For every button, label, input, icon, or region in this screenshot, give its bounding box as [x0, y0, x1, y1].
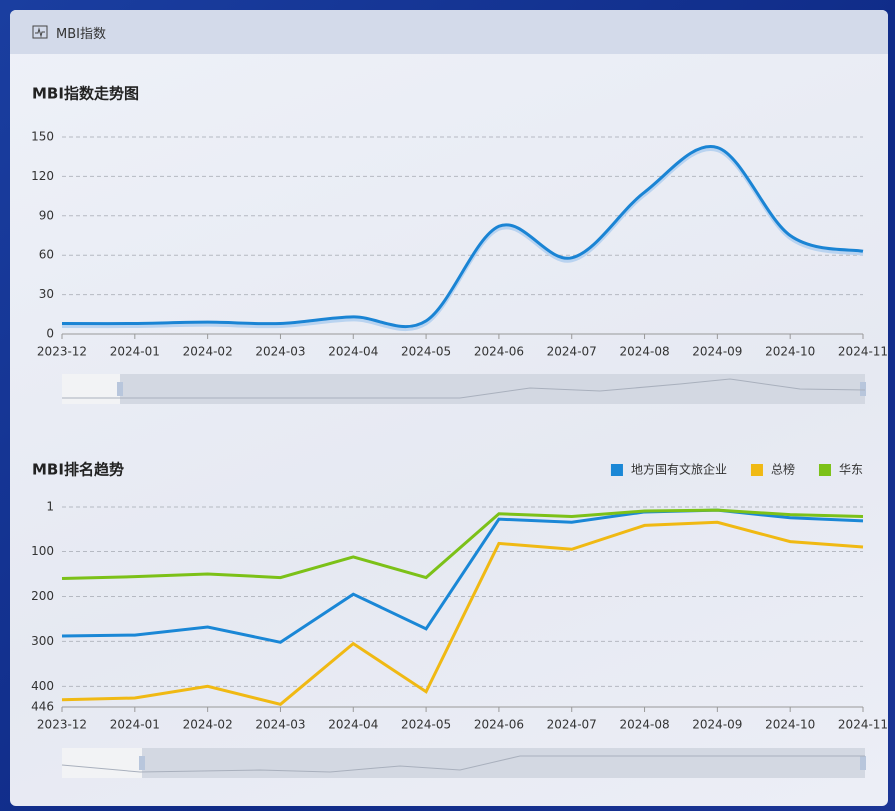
x-tick-label: 2024-03 [255, 718, 305, 732]
chart-title: MBI指数走势图 [32, 85, 139, 103]
legend-label: 总榜 [771, 462, 795, 477]
panel-header: MBI指数 [10, 10, 888, 54]
y-tick-label: 0 [46, 327, 54, 341]
x-tick-label: 2024-02 [183, 718, 233, 732]
x-tick-label: 2024-09 [692, 345, 742, 359]
zoom-handle[interactable] [117, 382, 123, 396]
x-tick-label: 2024-10 [765, 345, 815, 359]
x-tick-label: 2023-12 [37, 345, 87, 359]
chart-title: MBI排名趋势 [32, 461, 124, 479]
x-tick-label: 2024-03 [255, 345, 305, 359]
x-tick-label: 2024-01 [110, 345, 160, 359]
y-tick-label: 200 [31, 589, 54, 603]
y-tick-label: 300 [31, 634, 54, 648]
zoom-slider [62, 374, 865, 404]
y-tick-label: 90 [39, 208, 54, 222]
y-tick-label: 1 [46, 500, 54, 514]
x-tick-label: 2024-01 [110, 718, 160, 732]
x-tick-label: 2024-07 [547, 718, 597, 732]
zoom-preview [62, 378, 866, 399]
zoom-handle[interactable] [860, 756, 866, 770]
legend-label: 地方国有文旅企业 [631, 462, 727, 477]
line [61, 145, 864, 329]
x-tick-label: 2024-04 [328, 345, 378, 359]
panel-title: MBI指数 [56, 26, 106, 42]
y-tick-label: 400 [31, 679, 54, 693]
x-tick-label: 2024-09 [692, 718, 742, 732]
x-tick-label: 2024-06 [474, 345, 524, 359]
x-tick-label: 2024-04 [328, 718, 378, 732]
y-tick-label: 150 [31, 130, 54, 144]
legend-label: 华东 [839, 463, 863, 477]
zoom-handle[interactable] [139, 756, 145, 770]
x-tick-label: 2024-10 [765, 718, 815, 732]
panel: MBI指数 [10, 10, 888, 806]
x-tick-label: 2024-05 [401, 345, 451, 359]
line-shadow [61, 148, 864, 332]
y-tick-label: 30 [39, 287, 54, 301]
legend-swatch [750, 464, 763, 476]
x-tick-label: 2024-11 [838, 345, 888, 359]
icon [32, 25, 48, 39]
y-tick-label: 120 [31, 169, 54, 183]
y-tick-label: 100 [31, 544, 54, 558]
x-tick-label: 2023-12 [37, 718, 87, 732]
line [61, 520, 864, 706]
zoom-slider [62, 748, 865, 778]
line [61, 508, 864, 580]
zoom-handle[interactable] [860, 382, 866, 396]
x-tick-label: 2024-08 [619, 345, 669, 359]
zoom-preview [61, 755, 865, 773]
x-tick-label: 2024-06 [474, 718, 524, 732]
x-tick-label: 2024-08 [619, 718, 669, 732]
zoom-unselected [62, 748, 142, 778]
x-tick-label: 2024-02 [183, 345, 233, 359]
zoom-unselected [62, 374, 120, 404]
legend-swatch [818, 464, 831, 476]
y-tick-label: 446 [31, 700, 54, 714]
y-tick-label: 60 [39, 248, 54, 262]
legend-swatch [610, 464, 623, 476]
x-tick-label: 2024-05 [401, 718, 451, 732]
x-tick-label: 2024-07 [547, 345, 597, 359]
x-tick-label: 2024-11 [838, 718, 888, 732]
